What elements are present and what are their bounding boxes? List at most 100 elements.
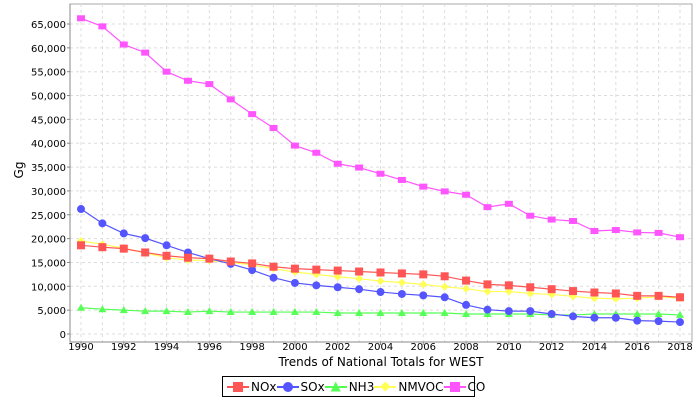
series-co (77, 15, 684, 241)
series-nox (77, 241, 684, 302)
data-point (312, 308, 321, 316)
x-tick-label: 1994 (154, 342, 179, 353)
data-point (312, 265, 321, 274)
data-point (633, 309, 642, 317)
x-tick-label: 1990 (68, 342, 93, 353)
data-point (162, 241, 171, 250)
data-point (355, 274, 364, 283)
data-point (462, 300, 471, 309)
y-tick-label: 25,000 (31, 211, 66, 222)
x-tick-label: 1996 (197, 342, 222, 353)
data-point (183, 253, 192, 262)
data-point (248, 259, 257, 268)
data-point (376, 309, 385, 317)
data-point (119, 229, 128, 238)
data-point (397, 176, 406, 183)
legend-label: NMVOC (398, 379, 444, 394)
data-point (312, 281, 321, 290)
data-point (162, 251, 171, 260)
data-point (397, 269, 406, 278)
data-point (504, 307, 513, 316)
data-point (676, 293, 684, 302)
data-point (569, 287, 578, 296)
legend-item-nmvoc: NMVOC (374, 379, 444, 394)
x-tick-label: 2000 (282, 342, 307, 353)
data-point (226, 257, 235, 266)
data-point (676, 318, 684, 327)
data-point (419, 291, 428, 300)
y-tick-label: 65,000 (31, 20, 66, 31)
data-point (355, 285, 364, 294)
data-point (526, 283, 535, 292)
data-point (119, 244, 128, 253)
data-point (312, 149, 321, 156)
y-tick-label: 10,000 (31, 282, 66, 293)
x-tick-label: 2016 (624, 342, 649, 353)
data-point (355, 164, 364, 171)
data-point (440, 293, 449, 302)
data-point (633, 291, 642, 300)
data-point (397, 309, 406, 317)
data-point (397, 289, 406, 298)
y-tick-label: 0 (60, 330, 66, 341)
data-point (269, 124, 278, 131)
data-point (419, 280, 428, 289)
x-tick-label: 2008 (453, 342, 478, 353)
legend-label: CO (467, 379, 486, 394)
data-point (77, 205, 85, 214)
data-point (676, 234, 684, 241)
data-point (676, 310, 684, 318)
data-point (547, 216, 556, 223)
data-point (483, 287, 492, 296)
data-point (226, 308, 235, 316)
data-point (333, 272, 342, 281)
data-point (333, 160, 342, 167)
data-point (526, 212, 535, 219)
data-point (269, 273, 278, 282)
legend-label: NOx (251, 379, 277, 394)
y-tick-label: 55,000 (31, 68, 66, 79)
x-tick-label: 2014 (582, 342, 607, 353)
data-point (205, 307, 214, 315)
x-tick-label: 1992 (111, 342, 136, 353)
plot-area: 0 5,000 10,000 15,000 20,000 25,000 30,000 35,0… (12, 3, 693, 369)
legend-swatch-icon (276, 381, 299, 392)
data-point (590, 288, 599, 297)
data-point (376, 288, 385, 297)
y-tick-label: 15,000 (31, 258, 66, 269)
data-point (440, 282, 449, 291)
data-point (611, 289, 620, 298)
legend-item-sox: SOx (276, 380, 325, 394)
data-point (248, 266, 257, 275)
data-point (290, 308, 299, 316)
data-point (547, 309, 556, 318)
y-tick-label: 5,000 (37, 306, 66, 317)
data-point (526, 289, 535, 298)
data-point (269, 308, 278, 316)
data-point (98, 23, 107, 30)
x-tick-label: 2018 (667, 342, 692, 353)
data-point (376, 268, 385, 277)
legend-label: NH3 (348, 379, 375, 394)
x-tick-label: 2004 (368, 342, 393, 353)
data-point (654, 291, 663, 300)
data-point (119, 306, 128, 314)
data-point (462, 284, 471, 293)
data-point (98, 219, 107, 228)
data-point (611, 313, 620, 322)
y-tick-label: 20,000 (31, 235, 66, 246)
data-point (290, 142, 299, 149)
data-point (98, 305, 107, 313)
data-point (333, 266, 342, 275)
data-point (290, 264, 299, 273)
data-point (162, 68, 171, 75)
data-point (183, 77, 192, 84)
data-point (654, 309, 663, 317)
data-point (397, 278, 406, 287)
series-nh3 (77, 303, 684, 318)
legend-swatch-icon (227, 381, 249, 392)
legend-item-nox: NOx (227, 380, 277, 394)
data-point (633, 316, 642, 325)
x-tick-label: 2012 (539, 342, 564, 353)
